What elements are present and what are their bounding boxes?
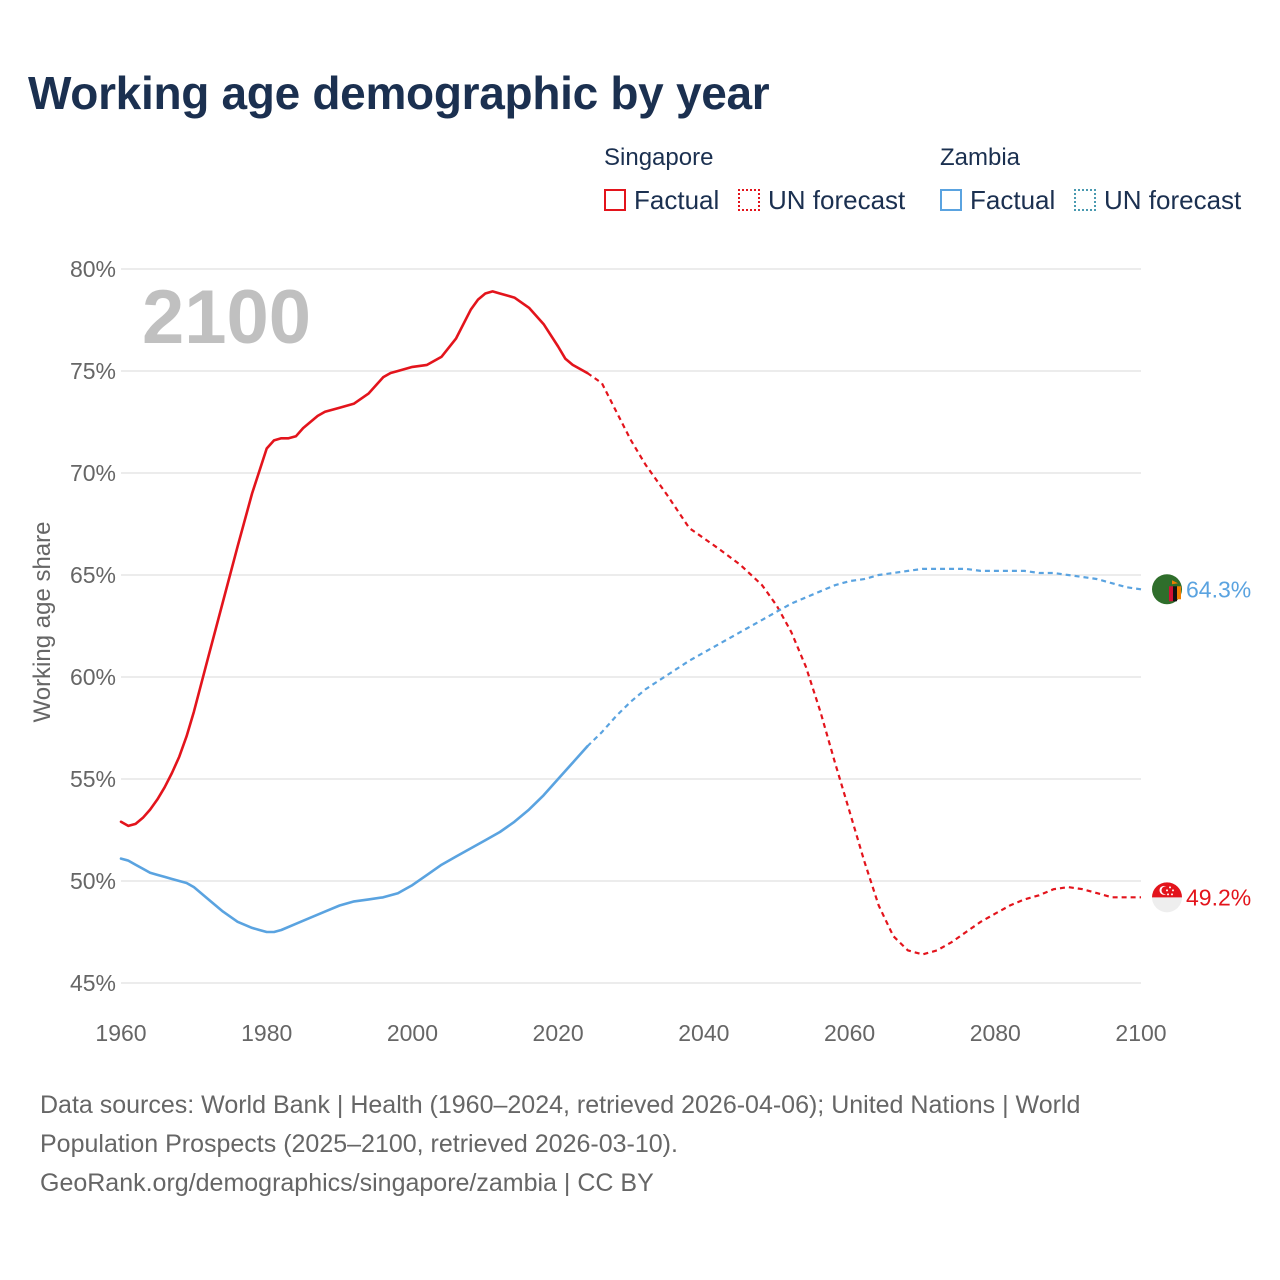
year-display: 2100	[142, 275, 311, 360]
series-end-markers: 49.2% 64.3%	[1152, 574, 1251, 913]
x-tick-label: 1980	[241, 1020, 292, 1046]
y-tick-label: 70%	[70, 460, 116, 486]
legend-item-zambia-forecast[interactable]: UN forecast	[1074, 185, 1241, 215]
legend-group-singapore: Singapore	[604, 144, 714, 171]
legend-swatch-solid	[604, 189, 626, 211]
singapore-forecast-line[interactable]	[586, 372, 1141, 956]
x-tick-label: 2040	[678, 1020, 729, 1046]
x-tick-label: 2060	[824, 1020, 875, 1046]
legend-label: Factual	[970, 184, 1056, 215]
footer-line-2: Population Prospects (2025–2100, retriev…	[40, 1130, 678, 1158]
singapore-factual-line[interactable]	[119, 290, 589, 828]
y-tick-label: 80%	[70, 256, 116, 282]
legend-item-singapore-forecast[interactable]: UN forecast	[738, 185, 905, 215]
x-axis-ticks: 1960 1980 2000 2020 2040 2060 2080 2100	[95, 1020, 1166, 1046]
zambia-forecast-line[interactable]	[586, 567, 1142, 748]
footer-line-3[interactable]: GeoRank.org/demographics/singapore/zambi…	[40, 1169, 654, 1197]
zambia-flag-icon	[1152, 574, 1182, 605]
zambia-factual-line[interactable]	[119, 745, 589, 934]
y-tick-label: 65%	[70, 562, 116, 588]
y-tick-label: 50%	[70, 868, 116, 894]
x-tick-label: 1960	[95, 1020, 146, 1046]
legend-swatch-dotted	[738, 189, 760, 211]
x-tick-label: 2100	[1115, 1020, 1166, 1046]
chart-title: Working age demographic by year	[28, 67, 770, 119]
footer-line-1: Data sources: World Bank | Health (1960–…	[40, 1091, 1081, 1119]
y-tick-label: 45%	[70, 970, 116, 996]
legend-swatch-solid	[940, 189, 962, 211]
singapore-end-value-label: 49.2%	[1186, 884, 1251, 910]
zambia-end-value-label: 64.3%	[1186, 576, 1251, 602]
footer-sources: Data sources: World Bank | Health (1960–…	[40, 1086, 1240, 1203]
y-axis-title: Working age share	[29, 522, 56, 723]
x-tick-label: 2080	[970, 1020, 1021, 1046]
singapore-flag-icon	[1152, 882, 1182, 913]
gridlines	[121, 268, 1141, 984]
legend-group-zambia: Zambia	[940, 144, 1021, 171]
y-tick-label: 75%	[70, 358, 116, 384]
series-lines	[119, 290, 1142, 956]
legend-label: Factual	[634, 184, 720, 215]
x-tick-label: 2020	[533, 1020, 584, 1046]
legend-label: UN forecast	[1104, 184, 1242, 215]
y-tick-label: 60%	[70, 664, 116, 690]
y-tick-label: 55%	[70, 766, 116, 792]
legend-swatch-dotted	[1074, 189, 1096, 211]
legend-item-zambia-factual[interactable]: Factual	[940, 185, 1055, 215]
x-tick-label: 2000	[387, 1020, 438, 1046]
legend-label: UN forecast	[768, 184, 906, 215]
y-axis-ticks: 45% 50% 55% 60% 65% 70% 75% 80%	[70, 256, 116, 996]
legend-item-singapore-factual[interactable]: Factual	[604, 185, 719, 215]
